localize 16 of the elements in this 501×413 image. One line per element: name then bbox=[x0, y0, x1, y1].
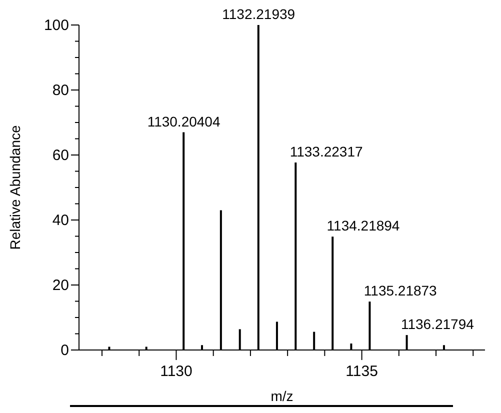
x-tick-label: 1135 bbox=[346, 363, 378, 380]
annotation: 1132.21939 bbox=[222, 6, 296, 22]
annotation: 1130.20404 bbox=[147, 113, 220, 130]
y-tick-label: 40 bbox=[52, 212, 69, 229]
annotation: 1136.21794 bbox=[400, 316, 474, 332]
y-tick-label: 20 bbox=[52, 277, 69, 294]
annotation: 1135.21873 bbox=[364, 282, 438, 299]
y-tick-label: 0 bbox=[60, 342, 69, 359]
y-tick-label: 80 bbox=[52, 82, 69, 99]
y-axis-title: Relative Abundance bbox=[7, 125, 23, 250]
annotation: 1133.22317 bbox=[290, 143, 363, 160]
x-tick-label: 1130 bbox=[160, 363, 192, 380]
y-tick-label: 60 bbox=[52, 147, 69, 164]
y-tick-label: 100 bbox=[44, 17, 69, 34]
x-axis-title: m/z bbox=[270, 388, 294, 404]
annotation: 1134.21894 bbox=[326, 218, 400, 234]
